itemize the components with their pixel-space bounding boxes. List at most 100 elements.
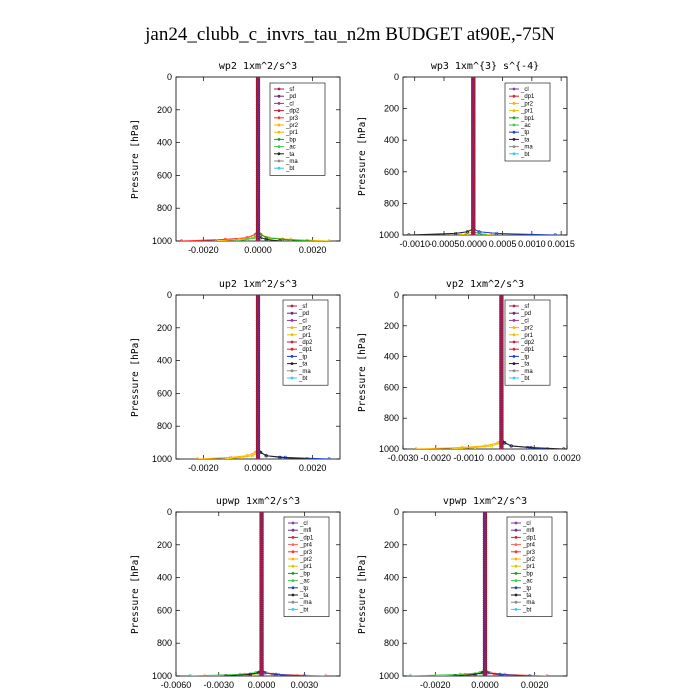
legend-marker-bt <box>514 608 518 611</box>
x-tick-label: 0.0000 <box>248 680 276 690</box>
legend-label-ta: _ta <box>520 362 530 368</box>
y-tick-label: 0 <box>394 290 399 300</box>
legend-label-pd: _pd <box>298 311 309 317</box>
legend: _cl_mfl_dp1_pr4_pr3_pr2_pr1_bp_ac_tp_ta_… <box>506 516 553 617</box>
legend-label-ta: _ta <box>298 362 308 368</box>
legend-label-pr3: _pr3 <box>299 550 313 556</box>
legend-marker-dp1 <box>290 347 294 351</box>
legend-label-ac: _ac <box>299 579 310 585</box>
legend-label-pr2: _pr2 <box>520 101 534 107</box>
panel-2: wp3 1xm^{3} s^{-4} Pressure [hPa] 0 200 400 6… <box>357 61 575 249</box>
y-axis-label: Pressure [hPa] <box>130 119 141 199</box>
plot-frame <box>402 294 568 450</box>
legend-marker-pr1 <box>290 333 294 337</box>
series-point-pr2 <box>202 674 207 676</box>
y-tick-label: 0 <box>394 72 399 82</box>
legend-box <box>506 516 553 617</box>
series-point-bp <box>281 237 285 241</box>
panels: wp2 1xm^2/s^3 Pressure [hPa] 0 200 400 600 800… <box>130 61 581 690</box>
series-group <box>407 77 557 235</box>
figure-title: jan24_clubb_c_invrs_tau_n2m BUDGET at90E… <box>144 24 555 45</box>
y-tick-label: 0 <box>167 507 172 517</box>
series-point-pr1 <box>223 457 227 459</box>
y-tick-label: 1000 <box>152 236 172 246</box>
legend-marker-sf <box>290 304 294 308</box>
legend-marker-tp <box>512 130 516 134</box>
legend-label-tp: _tp <box>298 354 308 360</box>
legend-label-bt: _bt <box>522 607 532 613</box>
legend-marker-ma <box>290 369 294 373</box>
legend-marker-ac <box>291 579 295 582</box>
y-tick-label: 600 <box>384 605 399 615</box>
x-tick-label: 0.0000 <box>488 453 516 463</box>
y-tick-label: 0 <box>167 290 172 300</box>
legend-marker-tp <box>512 355 516 358</box>
legend-label-tp: _tp <box>520 130 530 136</box>
legend-marker-pr4 <box>514 543 518 546</box>
x-tick-label: -0.0010 <box>453 453 484 463</box>
y-axis-label: Pressure [hPa] <box>357 116 368 196</box>
y-tick-label: 800 <box>157 203 172 213</box>
series-point-ta <box>562 447 566 449</box>
legend-label-ac: _ac <box>522 579 533 585</box>
y-tick-label: 800 <box>384 413 399 423</box>
series-point-tp <box>528 674 532 676</box>
y-axis-label: Pressure [hPa] <box>130 554 141 634</box>
legend-label-ta: _ta <box>299 593 309 599</box>
legend: _cl_mfl_dp1_pr4_pr3_pr2_pr1_bp_ac_tp_ta_… <box>283 516 330 617</box>
x-tick-label: 0.0000 <box>244 463 272 473</box>
legend-marker-bp <box>277 138 281 141</box>
legend-marker-ta <box>512 362 516 365</box>
y-tick-label: 200 <box>384 104 399 114</box>
legend-marker-ma <box>514 600 518 604</box>
series-point-pr3 <box>513 674 517 676</box>
series-point-pr2 <box>196 457 200 459</box>
series-point-ta <box>224 674 228 676</box>
series-point-pr3 <box>179 239 184 241</box>
legend-label-bt: _bt <box>298 376 308 382</box>
series-point-ta <box>454 231 458 235</box>
series-point-pr1 <box>459 233 464 235</box>
series-point-pr2 <box>489 233 493 235</box>
legend-label-bt: _bt <box>285 166 295 172</box>
legend-label-ma: _ma <box>520 369 533 375</box>
legend-label-cl: _cl <box>298 318 307 324</box>
legend-marker-ma <box>277 159 281 163</box>
legend-marker-bt <box>512 152 516 156</box>
series-point-pr4 <box>324 674 328 676</box>
series-point-ac <box>234 239 238 241</box>
panel-1: wp2 1xm^2/s^3 Pressure [hPa] 0 200 400 600 800… <box>130 61 341 255</box>
legend-label-tp: _tp <box>522 586 532 592</box>
y-tick-label: 600 <box>157 388 172 398</box>
panel-title: vpwp 1xm^2/s^3 <box>443 496 527 507</box>
legend-marker-pr1 <box>277 130 281 134</box>
x-tick-label: -0.0060 <box>161 680 192 690</box>
series-point-ta <box>407 233 411 235</box>
legend-label-ma: _ma <box>299 600 312 606</box>
legend-label-ta: _ta <box>285 152 295 158</box>
x-tick-label: -0.0020 <box>188 245 219 255</box>
y-tick-label: 200 <box>157 105 172 115</box>
legend-label-pr1: _pr1 <box>520 333 534 339</box>
series-point-ta <box>465 230 470 234</box>
panel-4: vp2 1xm^2/s^3 Pressure [hPa] 0 200 400 600 800… <box>357 279 581 463</box>
legend: _sf_pd_cl _pr2_pr1_dp2_dp1_tp _ta_ma_bt <box>282 299 329 386</box>
legend-marker-pr2 <box>290 326 294 329</box>
panel-title: wp2 1xm^2/s^3 <box>219 61 297 72</box>
legend-marker-ma <box>291 600 295 604</box>
series-point-ac <box>188 674 192 676</box>
legend-label-cl: _cl <box>520 87 529 93</box>
series-point-ac <box>483 233 487 235</box>
legend-marker-pd <box>512 311 516 315</box>
legend-label-dp1: _dp1 <box>522 535 537 541</box>
series-point-ac <box>245 237 249 241</box>
legend-marker-bp <box>291 572 295 575</box>
y-tick-label: 400 <box>384 352 399 362</box>
legend-label-bt: _bt <box>299 607 309 613</box>
legend-label-pr1: _pr1 <box>522 564 536 570</box>
y-tick-label: 800 <box>157 421 172 431</box>
series-point-bp <box>305 239 309 241</box>
legend-label-pr4: _pr4 <box>522 543 536 549</box>
series-group <box>196 295 331 459</box>
series-point-pr1 <box>473 445 477 449</box>
